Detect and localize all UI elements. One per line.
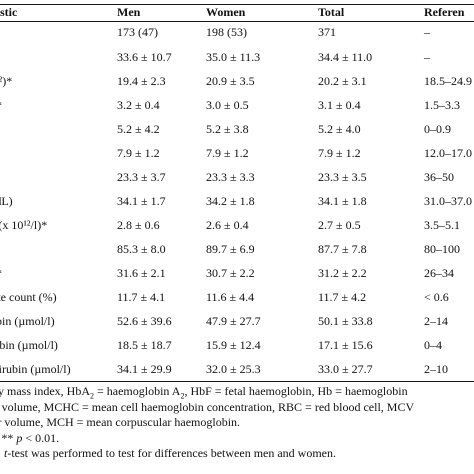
cell-men: 18.5 ± 18.7 xyxy=(117,338,172,352)
cell-total: 50.1 ± 33.8 xyxy=(318,314,373,328)
cell-total: 17.1 ± 15.6 xyxy=(318,338,373,352)
cell-total: 371 xyxy=(318,25,336,39)
cell-total: 5.2 ± 4.0 xyxy=(318,122,361,136)
cell-reference: 0–4 xyxy=(424,338,442,352)
cell-total: 33.0 ± 27.7 xyxy=(318,362,373,376)
cell-men: 52.6 ± 39.6 xyxy=(117,314,172,328)
cell-total: 11.7 ± 4.2 xyxy=(318,290,367,304)
cell-women: 23.3 ± 3.3 xyxy=(206,170,255,184)
cell-reference: 0–0.9 xyxy=(424,122,451,136)
cell-men: 23.3 ± 3.7 xyxy=(117,170,166,184)
cell-total: 23.3 ± 3.5 xyxy=(318,170,367,184)
cell-reference: 2–14 xyxy=(424,314,448,328)
cell-reference: 80–100 xyxy=(424,242,460,256)
cell-men: 34.1 ± 1.7 xyxy=(117,194,166,208)
cell-men: 19.4 ± 2.3 xyxy=(117,74,166,88)
footnote-test: t-test was performed to test for differe… xyxy=(4,446,474,462)
row-label: g/dL) xyxy=(0,194,13,208)
cell-women: 32.0 ± 25.3 xyxy=(206,362,261,376)
header-men: Men xyxy=(117,5,141,19)
footnote-significance: l, ** p < 0.01. xyxy=(0,431,474,447)
cell-men: 11.7 ± 4.1 xyxy=(117,290,166,304)
cell-reference: 2–10 xyxy=(424,362,448,376)
cell-women: 7.9 ± 1.2 xyxy=(206,146,249,160)
cell-women: 47.9 ± 27.7 xyxy=(206,314,261,328)
footnote-italic-p: p xyxy=(16,430,23,445)
cell-total: 34.4 ± 11.0 xyxy=(318,50,373,64)
footnote-abbreviations: dy mass index, HbA2 = haemoglobin A2, Hb… xyxy=(0,384,474,400)
cell-reference: 1.5–3.3 xyxy=(424,98,460,112)
header-total: Total xyxy=(318,5,345,19)
cell-reference: 3.5–5.1 xyxy=(424,218,460,232)
footnote-text: l, ** xyxy=(0,430,14,445)
row-label: nt (x 10¹²/l)* xyxy=(0,218,48,232)
table-header-rule xyxy=(0,21,474,22)
header-women: Women xyxy=(206,5,246,19)
row-label: r) xyxy=(0,50,110,64)
cell-total: 2.7 ± 0.5 xyxy=(318,218,361,232)
header-characteristic: eristic xyxy=(0,5,18,19)
cell-women: 198 (53) xyxy=(206,25,247,39)
cell-women: 20.9 ± 3.5 xyxy=(206,74,255,88)
cell-total: 7.9 ± 1.2 xyxy=(318,146,361,160)
table-footnotes: dy mass index, HbA2 = haemoglobin A2, Hb… xyxy=(0,384,474,462)
cell-women: 15.9 ± 12.4 xyxy=(206,338,261,352)
footnote-text: < 0.01. xyxy=(22,430,60,445)
table-bottom-rule xyxy=(0,381,474,382)
row-label: )** xyxy=(0,98,110,112)
cell-reference: < 0.6 xyxy=(424,290,449,304)
cell-total: 87.7 ± 7.8 xyxy=(318,242,367,256)
cell-reference: 26–34 xyxy=(424,266,454,280)
cell-total: 31.2 ± 2.2 xyxy=(318,266,367,280)
cell-reference: – xyxy=(424,25,430,39)
cell-women: 89.7 ± 6.9 xyxy=(206,242,255,256)
cell-men: 5.2 ± 4.2 xyxy=(117,122,160,136)
table-top-rule xyxy=(0,4,474,5)
cell-men: 85.3 ± 8.0 xyxy=(117,242,166,256)
footnote-subscript: 2 xyxy=(90,391,94,400)
row-label: irubin (µmol/l) xyxy=(0,338,58,352)
cell-women: 35.0 ± 11.3 xyxy=(206,50,261,64)
cell-women: 30.7 ± 2.2 xyxy=(206,266,255,280)
footnote-abbreviations-2: ll volume, MCHC = mean cell haemoglobin … xyxy=(0,399,415,414)
cell-men: 3.2 ± 0.4 xyxy=(117,98,160,112)
cell-men: 7.9 ± 1.2 xyxy=(117,146,160,160)
cell-total: 20.2 ± 3.1 xyxy=(318,74,367,88)
row-label: rubin (µmol/l) xyxy=(0,314,55,328)
footnote-abbreviations-3: ar volume, MCH = mean corpuscular haemog… xyxy=(0,415,241,429)
row-label: g)* xyxy=(0,266,110,280)
footnote-text: -test was performed to test for differen… xyxy=(7,446,337,460)
cell-reference: 36–50 xyxy=(424,170,454,184)
cell-men: 34.1 ± 29.9 xyxy=(117,362,172,376)
row-label: * xyxy=(0,242,110,256)
footnote-text: , HbF = fetal haemoglobin, Hb = haemoglo… xyxy=(184,384,408,398)
cell-women: 2.6 ± 0.4 xyxy=(206,218,249,232)
footnote-subscript: 2 xyxy=(180,391,185,400)
cell-women: 3.0 ± 0.5 xyxy=(206,98,249,112)
row-label: ) xyxy=(0,146,110,160)
row-label: /m²)* xyxy=(0,74,13,88)
cell-men: 173 (47) xyxy=(117,25,158,39)
cell-women: 34.2 ± 1.8 xyxy=(206,194,255,208)
row-label: cyte count (%) xyxy=(0,290,57,304)
cell-women: 5.2 ± 3.8 xyxy=(206,122,249,136)
footnote-italic-t: t xyxy=(4,446,8,460)
row-label: bilirubin (µmol/l) xyxy=(0,362,71,376)
cell-women: 11.6 ± 4.4 xyxy=(206,290,255,304)
row-label: * xyxy=(0,122,110,136)
cell-men: 33.6 ± 10.7 xyxy=(117,50,172,64)
cell-reference: 12.0–17.0 xyxy=(424,146,472,160)
cell-reference: 31.0–37.0 xyxy=(424,194,472,208)
cell-men: 2.8 ± 0.6 xyxy=(117,218,160,232)
cell-reference: – xyxy=(424,50,430,64)
header-reference: Referen xyxy=(424,5,465,19)
cell-reference: 18.5–24.9 xyxy=(424,74,472,88)
cell-men: 31.6 ± 2.1 xyxy=(117,266,166,280)
footnote-text: = haemoglobin A xyxy=(94,384,181,398)
footnote-text: dy mass index, HbA xyxy=(0,384,90,398)
cell-total: 3.1 ± 0.4 xyxy=(318,98,361,112)
cell-total: 34.1 ± 1.8 xyxy=(318,194,367,208)
